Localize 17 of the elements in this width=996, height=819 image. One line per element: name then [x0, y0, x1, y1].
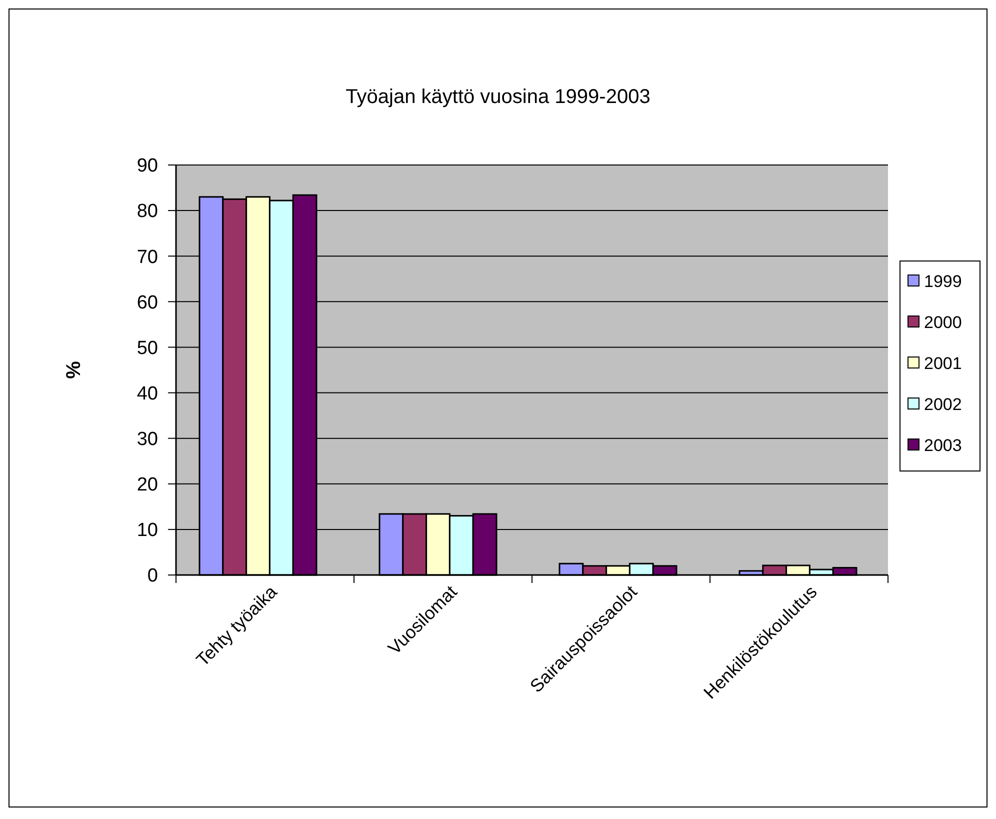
y-tick-label: 70: [136, 246, 158, 268]
legend-label: 2001: [924, 354, 962, 373]
y-tick-label: 80: [136, 201, 158, 222]
y-tick-label: 20: [136, 474, 158, 496]
y-tick-label: 30: [136, 428, 158, 450]
y-tick-label: 50: [136, 338, 158, 359]
legend-label: 1999: [924, 272, 962, 291]
legend-label: 2000: [924, 312, 962, 332]
y-tick-label: 90: [136, 156, 158, 177]
chart-title: Työajan käyttö vuosina 1999-2003: [346, 86, 650, 108]
y-tick-label: 40: [136, 383, 158, 404]
y-axis-title: %: [63, 360, 85, 379]
legend-label: 2003: [924, 436, 962, 455]
legend-label: 2002: [924, 394, 962, 414]
y-tick-label: 60: [136, 292, 158, 314]
y-tick-label: 10: [136, 520, 158, 542]
y-tick-label: 0: [147, 566, 158, 587]
